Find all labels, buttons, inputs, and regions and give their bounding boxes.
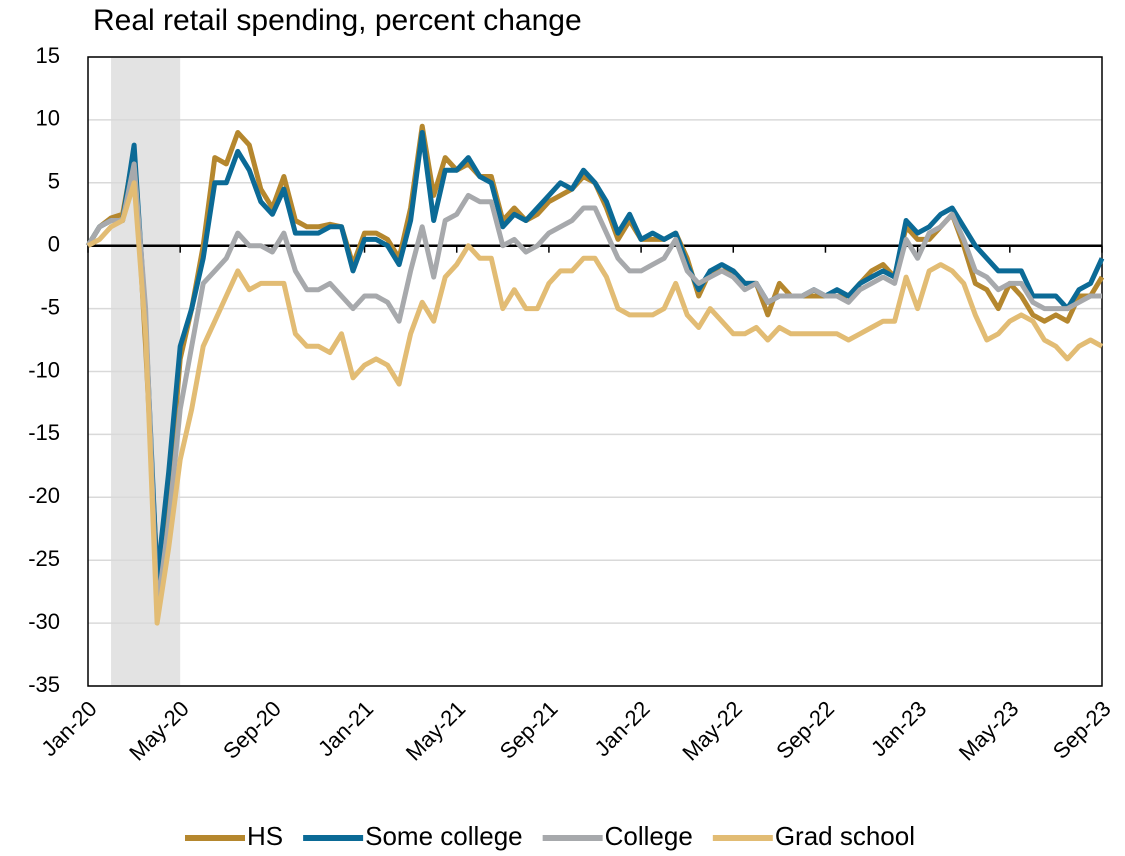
x-tick-label: Jan-23 [866, 696, 931, 761]
series-line [86, 180, 1104, 626]
x-tick-label: Sep-22 [771, 696, 839, 764]
y-tick-label: -15 [28, 420, 60, 445]
x-tick-label: Jan-20 [36, 696, 101, 761]
x-tick-label: May-20 [124, 696, 194, 766]
legend-label: Grad school [775, 821, 915, 851]
y-tick-label: -25 [28, 546, 60, 571]
y-tick-label: -20 [28, 483, 60, 508]
chart-title: Real retail spending, percent change [93, 4, 582, 37]
y-tick-label: -10 [28, 357, 60, 382]
x-tick-label: Jan-22 [589, 696, 654, 761]
y-tick-label: 5 [48, 169, 60, 194]
y-tick-label: 10 [36, 106, 60, 131]
y-tick-label: 15 [36, 43, 60, 68]
series-line [85, 130, 1105, 582]
legend: HS Some college College Grad school [185, 821, 915, 851]
plot-frame [87, 56, 1103, 687]
y-tick-label: -35 [28, 672, 60, 697]
legend-label: Some college [365, 821, 523, 851]
y-tick-label: 0 [48, 232, 60, 257]
series-line [85, 161, 1102, 613]
x-tick-label: Sep-21 [495, 696, 563, 764]
x-tick-label: May-21 [401, 696, 471, 766]
x-tick-label: May-22 [677, 696, 747, 766]
series-line [85, 123, 1105, 576]
x-tick-label: Sep-23 [1048, 696, 1116, 764]
x-tick-label: Sep-20 [218, 696, 286, 764]
legend-label: HS [247, 821, 283, 851]
x-tick-label: May-23 [954, 696, 1024, 766]
x-tick-label: Jan-21 [313, 696, 378, 761]
y-tick-label: -30 [28, 609, 60, 634]
legend-label: College [605, 821, 693, 851]
y-tick-label: -5 [40, 294, 60, 319]
